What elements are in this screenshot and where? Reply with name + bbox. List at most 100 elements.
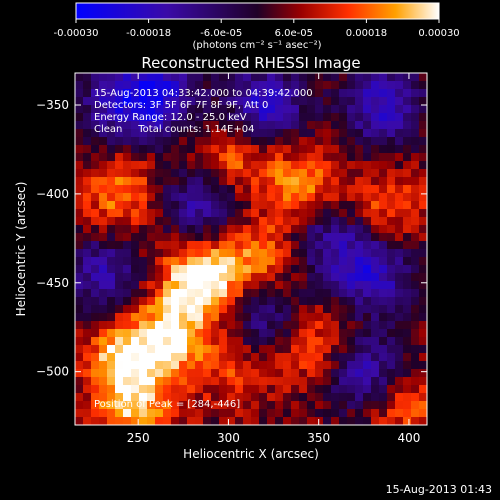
heatmap-cell bbox=[411, 393, 420, 402]
heatmap-cell bbox=[243, 193, 252, 202]
heatmap-cell bbox=[411, 257, 420, 266]
heatmap-cell bbox=[339, 89, 348, 98]
heatmap-cell bbox=[235, 153, 244, 162]
heatmap-cell bbox=[75, 121, 84, 130]
heatmap-cell bbox=[155, 113, 164, 122]
heatmap-cell bbox=[267, 385, 276, 394]
heatmap-cell bbox=[195, 113, 204, 122]
heatmap-cell bbox=[331, 265, 340, 274]
heatmap-cell bbox=[83, 393, 92, 402]
heatmap-cell bbox=[307, 417, 316, 425]
heatmap-cell bbox=[107, 361, 116, 370]
heatmap-cell bbox=[99, 241, 108, 250]
heatmap-cell bbox=[259, 217, 268, 226]
heatmap-cell bbox=[339, 233, 348, 242]
heatmap-cell bbox=[251, 121, 260, 130]
heatmap-cell bbox=[187, 185, 196, 194]
y-tick-label: −500 bbox=[36, 365, 69, 379]
heatmap-cell bbox=[195, 337, 204, 346]
heatmap-cell bbox=[155, 273, 164, 282]
heatmap-cell bbox=[107, 345, 116, 354]
heatmap-cell bbox=[107, 249, 116, 258]
heatmap-cell bbox=[155, 321, 164, 330]
heatmap-cell bbox=[323, 113, 332, 122]
heatmap-cell bbox=[131, 393, 140, 402]
heatmap-cell bbox=[307, 329, 316, 338]
heatmap-cell bbox=[75, 73, 84, 82]
heatmap-cell bbox=[235, 281, 244, 290]
heatmap-cell bbox=[91, 161, 100, 170]
heatmap-cell bbox=[75, 169, 84, 178]
heatmap-cell bbox=[339, 137, 348, 146]
heatmap-cell bbox=[131, 401, 140, 410]
heatmap-cell bbox=[131, 337, 140, 346]
heatmap-cell bbox=[411, 73, 420, 82]
heatmap-cell bbox=[275, 393, 284, 402]
heatmap-cell bbox=[187, 409, 196, 418]
heatmap-cell bbox=[235, 89, 244, 98]
heatmap-cell bbox=[395, 297, 404, 306]
heatmap-cell bbox=[363, 345, 372, 354]
heatmap-cell bbox=[307, 73, 316, 82]
heatmap-cell bbox=[363, 89, 372, 98]
heatmap-cell bbox=[331, 417, 340, 425]
heatmap-cell bbox=[91, 273, 100, 282]
heatmap-cell bbox=[163, 385, 172, 394]
heatmap-cell bbox=[347, 169, 356, 178]
heatmap-cell bbox=[251, 105, 260, 114]
heatmap-cell bbox=[187, 169, 196, 178]
heatmap-cell bbox=[203, 281, 212, 290]
heatmap-cell bbox=[91, 257, 100, 266]
heatmap-cell bbox=[395, 361, 404, 370]
heatmap-cell bbox=[379, 137, 388, 146]
heatmap-cell bbox=[363, 393, 372, 402]
heatmap-cell bbox=[83, 273, 92, 282]
heatmap-cell bbox=[75, 273, 84, 282]
heatmap-cell bbox=[411, 201, 420, 210]
heatmap-cell bbox=[227, 137, 236, 146]
heatmap-cell bbox=[235, 113, 244, 122]
heatmap-cell bbox=[131, 97, 140, 106]
heatmap-cell bbox=[387, 289, 396, 298]
heatmap-cell bbox=[259, 129, 268, 138]
heatmap-cell bbox=[243, 265, 252, 274]
heatmap-cell bbox=[139, 137, 148, 146]
heatmap-cell bbox=[139, 289, 148, 298]
heatmap-cell bbox=[115, 169, 124, 178]
heatmap-cell bbox=[251, 401, 260, 410]
heatmap-cell bbox=[243, 289, 252, 298]
heatmap-cell bbox=[411, 177, 420, 186]
heatmap-cell bbox=[75, 377, 84, 386]
heatmap-cell bbox=[267, 129, 276, 138]
heatmap-cell bbox=[411, 337, 420, 346]
heatmap-cell bbox=[219, 113, 228, 122]
heatmap-cell bbox=[123, 321, 132, 330]
heatmap-cell bbox=[83, 241, 92, 250]
heatmap-cell bbox=[371, 305, 380, 314]
heatmap-cell bbox=[83, 385, 92, 394]
heatmap-cell bbox=[211, 129, 220, 138]
heatmap-cell bbox=[203, 81, 212, 90]
heatmap-cell bbox=[91, 105, 100, 114]
heatmap-cells bbox=[75, 73, 427, 425]
heatmap-cell bbox=[187, 337, 196, 346]
heatmap-cell bbox=[299, 129, 308, 138]
heatmap-cell bbox=[387, 297, 396, 306]
heatmap-cell bbox=[291, 393, 300, 402]
heatmap-cell bbox=[275, 305, 284, 314]
heatmap-cell bbox=[155, 145, 164, 154]
heatmap-cell bbox=[371, 113, 380, 122]
heatmap-cell bbox=[419, 97, 427, 106]
heatmap-cell bbox=[195, 73, 204, 82]
heatmap-cell bbox=[403, 161, 412, 170]
heatmap-cell bbox=[259, 161, 268, 170]
heatmap-cell bbox=[195, 89, 204, 98]
heatmap-cell bbox=[403, 257, 412, 266]
heatmap-cell bbox=[323, 169, 332, 178]
heatmap-cell bbox=[171, 289, 180, 298]
heatmap-cell bbox=[155, 73, 164, 82]
heatmap-cell bbox=[331, 209, 340, 218]
heatmap-cell bbox=[275, 137, 284, 146]
heatmap-cell bbox=[403, 273, 412, 282]
heatmap-cell bbox=[243, 113, 252, 122]
